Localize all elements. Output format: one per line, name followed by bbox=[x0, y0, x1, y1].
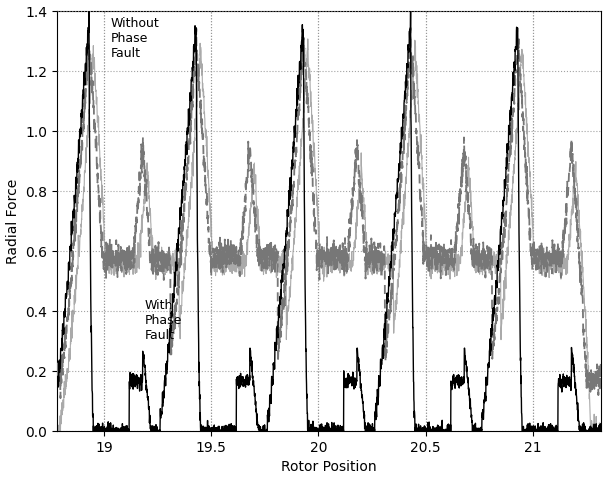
Text: Without
Phase
Fault: Without Phase Fault bbox=[110, 17, 159, 60]
Y-axis label: Radial Force: Radial Force bbox=[5, 179, 19, 264]
Text: With
Phase
Fault: With Phase Fault bbox=[144, 299, 182, 342]
X-axis label: Rotor Position: Rotor Position bbox=[281, 460, 377, 474]
